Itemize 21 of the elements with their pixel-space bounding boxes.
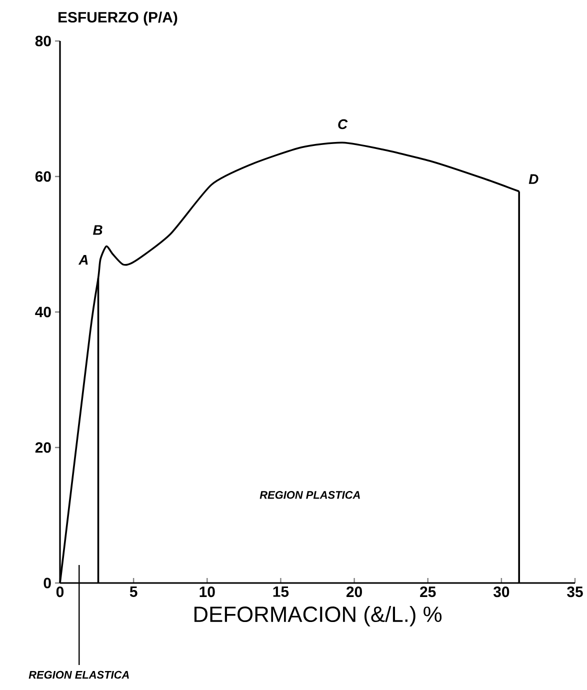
y-tick-label: 40 — [35, 306, 51, 318]
annotation: D — [528, 174, 538, 184]
x-tick-label: 25 — [420, 586, 436, 598]
y-tick-label: 20 — [35, 442, 51, 453]
x-tick-label: 0 — [56, 586, 64, 598]
y-tick-label: 80 — [35, 36, 51, 46]
y-tick-label: 60 — [35, 171, 51, 182]
x-axis-title: DEFORMACION (&/L.) % — [194, 606, 442, 626]
annotation: REGION PLASTICA — [260, 491, 360, 499]
annotation: A — [78, 255, 88, 265]
x-tick-label: 30 — [493, 586, 510, 598]
x-tick-label: 35 — [567, 586, 583, 598]
y-tick-label: 0 — [44, 578, 51, 588]
annotation: C — [338, 119, 348, 130]
x-tick-label: 10 — [200, 586, 215, 598]
x-tick-label: 20 — [346, 586, 362, 598]
y-axis-title: ESFUERZO (P/A) — [58, 12, 178, 26]
text: REGION ELASTICA — [28, 670, 129, 679]
annotation: B — [93, 225, 102, 235]
x-tick-label: 15 — [273, 586, 289, 597]
x-tick-label: 5 — [130, 586, 138, 597]
